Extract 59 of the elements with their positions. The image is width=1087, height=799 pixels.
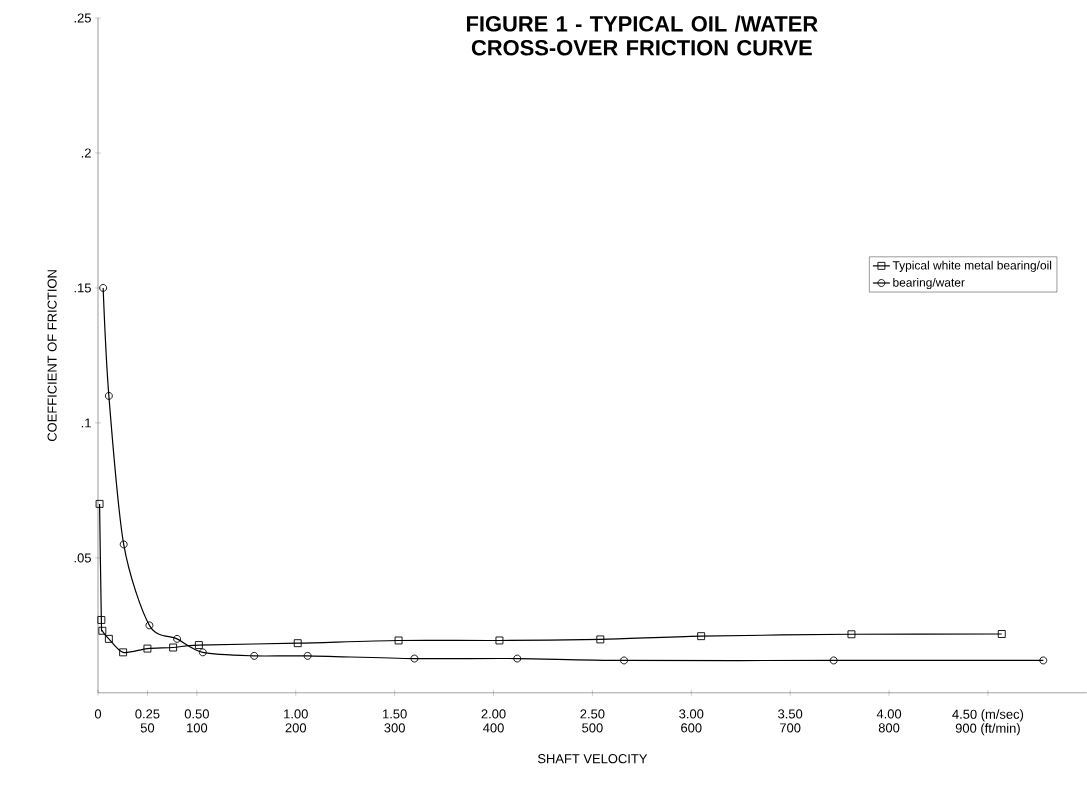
x-tick-label: 3.50 — [778, 709, 803, 719]
point — [513, 654, 522, 663]
point — [495, 636, 504, 645]
point — [95, 500, 104, 508]
point — [293, 639, 302, 648]
point — [410, 654, 419, 663]
point — [697, 632, 706, 641]
x-tick-label: 3.00 — [679, 709, 704, 719]
y-tick-label: .2 — [81, 148, 91, 158]
x-tick-label: 2.50 — [580, 709, 605, 719]
y-axis-title: COEFFICIENT OF FRICTION — [47, 270, 57, 442]
y-tick-label: .1 — [81, 418, 91, 428]
x-tick-label: 0.25 — [135, 709, 160, 719]
point — [596, 635, 605, 644]
point — [99, 284, 108, 292]
y-tick-label: .25 — [74, 13, 91, 23]
x2-tick-label: 100 — [187, 723, 208, 733]
point — [194, 641, 203, 650]
point — [119, 648, 128, 657]
x2-tick-label: 700 — [780, 723, 801, 733]
x2-tick-label: 500 — [582, 723, 603, 733]
y-tick-label: .15 — [74, 283, 91, 293]
point — [198, 648, 207, 657]
point — [847, 630, 856, 639]
point — [169, 643, 178, 652]
point — [97, 616, 106, 624]
x-tick-label: 4.50 (m/sec) — [952, 709, 1024, 722]
x2-tick-label: 800 — [878, 723, 900, 733]
point — [250, 652, 259, 660]
x-tick-label: 4.00 — [876, 709, 902, 719]
x-tick-label: 0 — [94, 709, 102, 719]
point — [829, 656, 838, 665]
point — [303, 652, 312, 660]
x-tick-label: 1.50 — [383, 709, 407, 719]
x2-tick-label: 600 — [681, 723, 702, 733]
x-tick-label: 2.00 — [481, 709, 506, 719]
y-tick-label: .05 — [74, 553, 91, 563]
point — [98, 626, 107, 635]
x2-tick-label: 400 — [483, 723, 504, 733]
legend-label: bearing/water — [893, 278, 965, 290]
point — [173, 635, 182, 643]
x2-tick-label: 300 — [384, 723, 405, 733]
point — [145, 621, 154, 630]
point — [997, 630, 1006, 639]
x-tick-label: 0.50 — [184, 709, 209, 719]
x2-tick-label: 200 — [285, 723, 307, 733]
point — [620, 656, 628, 665]
point — [119, 540, 128, 549]
legend-label: Typical white metal bearing/oil — [892, 260, 1052, 273]
point — [1039, 656, 1048, 665]
point — [104, 392, 113, 400]
chart-title: FIGURE 1 - TYPICAL OIL /WATER CROSS-OVER FRICTION CURVE — [466, 15, 818, 56]
point — [104, 635, 113, 643]
x-tick-label: 1.00 — [284, 709, 308, 719]
x2-tick-label: 900 (ft/min) — [955, 723, 1020, 736]
x-axis-title: SHAFT VELOCITY — [537, 754, 648, 764]
point — [394, 636, 403, 645]
point — [143, 644, 152, 653]
x2-tick-label: 50 — [140, 723, 155, 733]
